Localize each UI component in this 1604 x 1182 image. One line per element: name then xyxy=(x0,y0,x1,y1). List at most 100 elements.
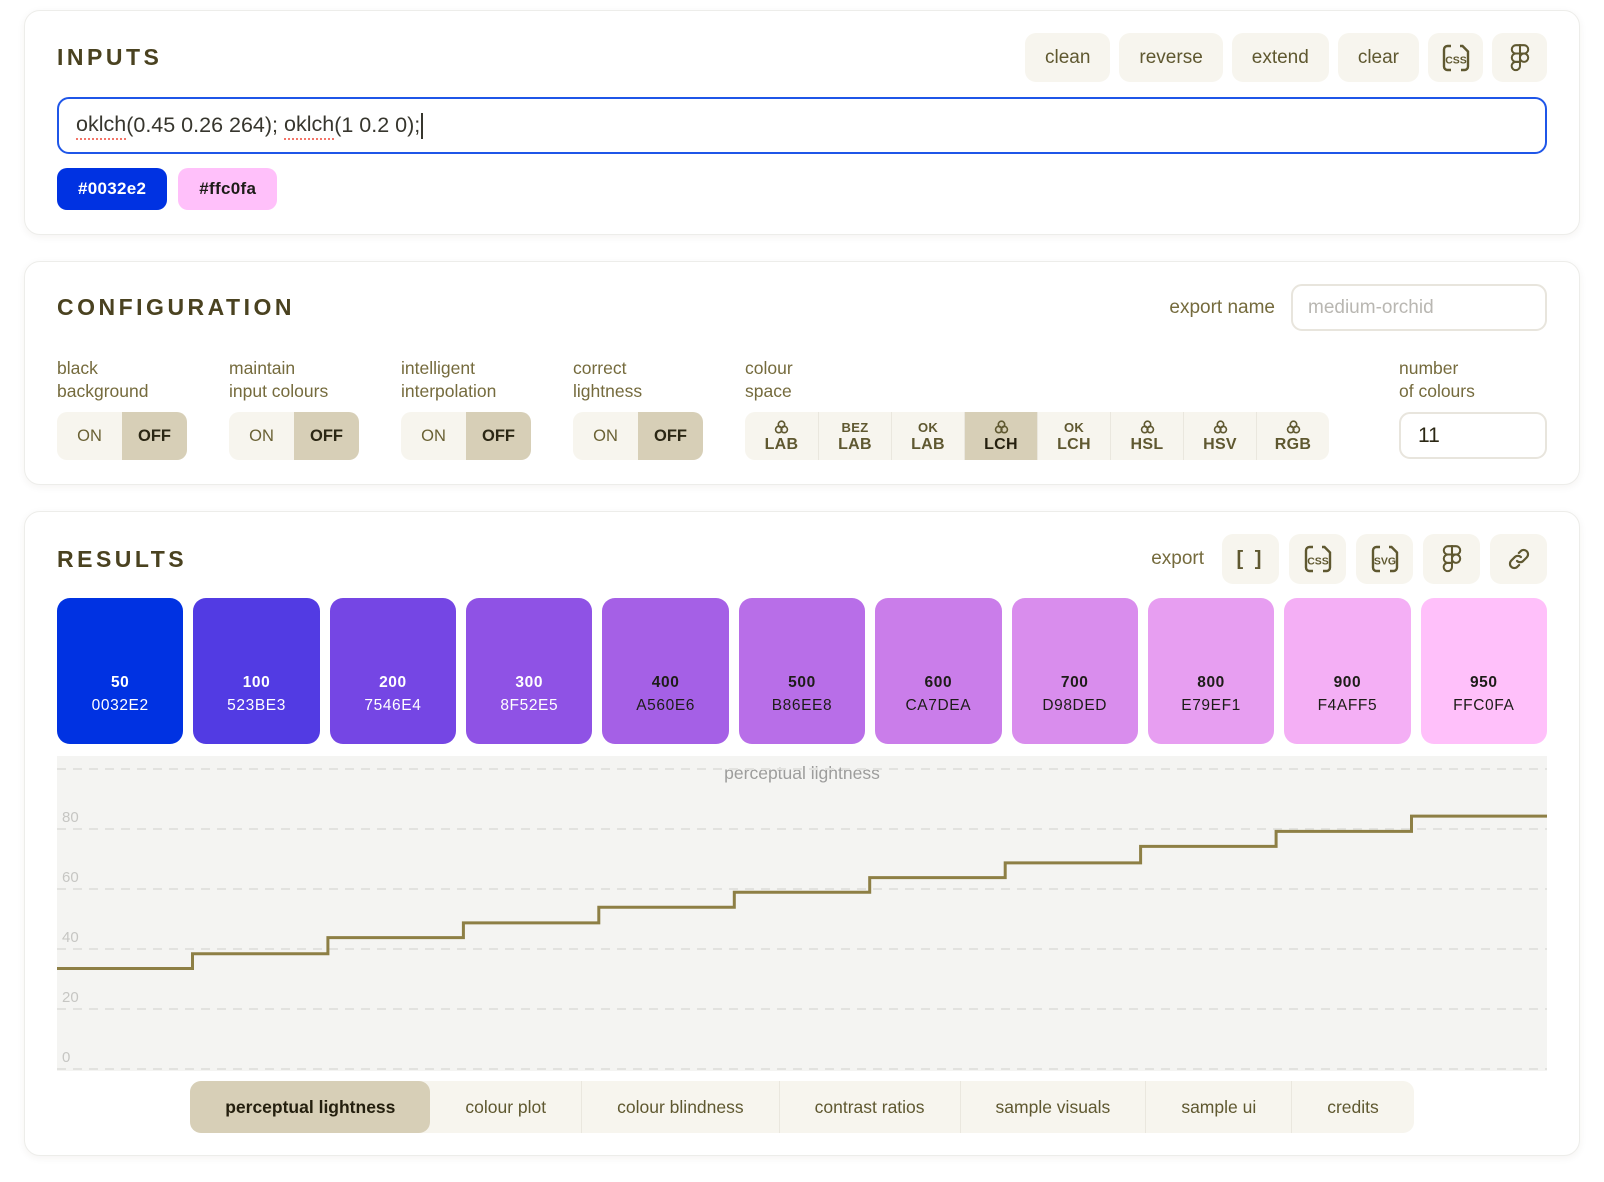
figma-import-button[interactable] xyxy=(1492,33,1547,82)
brackets-icon: [ ] xyxy=(1236,547,1265,570)
reverse-button[interactable]: reverse xyxy=(1119,33,1223,82)
colour-space-icon xyxy=(1286,420,1300,434)
swatch-50[interactable]: 50 0032E2 xyxy=(57,598,184,745)
swatch-hex-label: F4AFF5 xyxy=(1317,697,1378,715)
swatch-800[interactable]: 800 E79EF1 xyxy=(1147,598,1275,745)
extend-button[interactable]: extend xyxy=(1231,33,1329,82)
colour-space-option-bez-lab[interactable]: BEZ LAB xyxy=(818,412,891,461)
tab-sample-ui[interactable]: sample ui xyxy=(1145,1081,1291,1134)
swatch-300[interactable]: 300 8F52E5 xyxy=(466,598,593,745)
css-export-button[interactable]: CSS xyxy=(1289,534,1346,585)
lightness-step-line xyxy=(57,814,1547,971)
color-chip[interactable]: #0032e2 xyxy=(57,168,168,210)
number-of-colours-label: number of colours xyxy=(1399,358,1475,402)
swatch-step-label: 600 xyxy=(924,674,953,692)
input-colour-chips: #0032e2 #ffc0fa xyxy=(57,168,1547,210)
results-title: RESULTS xyxy=(57,545,188,572)
export-name-group: export name xyxy=(1169,284,1547,331)
colour-space-icon xyxy=(1140,420,1154,434)
text-caret xyxy=(421,112,424,139)
tab-perceptual-lightness[interactable]: perceptual lightness xyxy=(190,1081,431,1134)
swatch-hex-label: 0032E2 xyxy=(91,697,149,715)
tab-contrast-ratios[interactable]: contrast ratios xyxy=(778,1081,960,1134)
colour-space-option-lch[interactable]: LCH xyxy=(964,412,1037,461)
inputs-toolbar: clean reverse extend clear CSS xyxy=(1024,33,1547,82)
colour-space-option-ok-lch[interactable]: OK LCH xyxy=(1037,412,1110,461)
figma-icon xyxy=(1442,545,1461,573)
y-axis-tick-80: 80 xyxy=(62,809,79,826)
toggle-maintain-input-colours: ON OFF xyxy=(229,412,359,461)
export-name-input[interactable] xyxy=(1291,284,1547,331)
swatch-600[interactable]: 600 CA7DEA xyxy=(875,598,1002,745)
toggle-group-correct-lightness: correct lightness ON OFF xyxy=(573,357,703,461)
toggle-on-intelligent-interpolation[interactable]: ON xyxy=(401,412,466,461)
swatch-step-label: 500 xyxy=(788,674,816,692)
swatch-700[interactable]: 700 D98DED xyxy=(1011,598,1138,745)
swatch-step-label: 100 xyxy=(242,674,271,692)
swatch-step-label: 950 xyxy=(1469,674,1498,692)
misspelled-token: oklch xyxy=(76,112,127,140)
swatch-step-label: 900 xyxy=(1333,674,1362,692)
toggle-off-correct-lightness[interactable]: OFF xyxy=(638,412,703,461)
colour-space-option-lab[interactable]: LAB xyxy=(745,412,818,461)
swatch-step-label: 300 xyxy=(515,674,544,692)
swatch-hex-label: B86EE8 xyxy=(771,697,833,715)
toggle-on-correct-lightness[interactable]: ON xyxy=(573,412,638,461)
clear-button[interactable]: clear xyxy=(1337,33,1419,82)
colour-space-option-rgb[interactable]: RGB xyxy=(1256,412,1329,461)
svg-text:SVG: SVG xyxy=(1373,556,1395,568)
tab-colour-plot[interactable]: colour plot xyxy=(465,1096,547,1117)
swatch-step-label: 800 xyxy=(1197,674,1225,692)
tab-credits[interactable]: credits xyxy=(1291,1081,1414,1134)
colour-count-input[interactable] xyxy=(1399,412,1547,460)
colour-space-label: colour space xyxy=(745,358,793,402)
link-export-button[interactable] xyxy=(1490,534,1547,585)
clean-button[interactable]: clean xyxy=(1024,33,1111,82)
toggle-on-black-background[interactable]: ON xyxy=(57,412,122,461)
results-tabs-row: perceptual lightness colour plot colour bl… xyxy=(57,1081,1547,1134)
figma-export-button[interactable] xyxy=(1423,534,1480,585)
swatch-100[interactable]: 100 523BE3 xyxy=(193,598,320,745)
svg-export-button[interactable]: SVG xyxy=(1356,534,1413,585)
colour-space-option-hsl[interactable]: HSL xyxy=(1110,412,1183,461)
tab-sample-visuals[interactable]: sample visuals xyxy=(959,1081,1146,1134)
toggle-label-maintain-input-colours: maintain input colours xyxy=(229,358,329,402)
colour-space-options: LAB BEZ LAB OK LAB LCH OK LCH HSL HSV RGB xyxy=(745,412,1329,461)
swatch-400[interactable]: 400 A560E6 xyxy=(602,598,729,745)
misspelled-token: oklch xyxy=(283,112,335,140)
swatch-500[interactable]: 500 B86EE8 xyxy=(738,598,866,745)
results-tabs: perceptual lightness colour plot colour bl… xyxy=(190,1081,1414,1134)
swatch-950[interactable]: 950 FFC0FA xyxy=(1420,598,1547,745)
swatch-step-label: 400 xyxy=(651,674,680,692)
toggle-off-intelligent-interpolation[interactable]: OFF xyxy=(466,412,531,461)
colour-space-option-hsv[interactable]: HSV xyxy=(1183,412,1256,461)
toggle-group-black-background: black background ON OFF xyxy=(57,357,187,461)
colour-space-name: RGB xyxy=(1274,435,1312,453)
css-file-icon: CSS xyxy=(1442,44,1469,71)
y-axis-tick-60: 60 xyxy=(62,869,79,886)
figma-icon xyxy=(1510,43,1529,71)
color-chip[interactable]: #ffc0fa xyxy=(178,168,278,210)
tab-colour-blindness[interactable]: colour blindness xyxy=(581,1081,778,1134)
swatch-200[interactable]: 200 7546E4 xyxy=(329,598,457,745)
toggle-off-black-background[interactable]: OFF xyxy=(122,412,187,461)
toggle-label-black-background: black background xyxy=(57,358,149,402)
colour-space-icon-slot xyxy=(773,419,790,436)
toggle-black-background: ON OFF xyxy=(57,412,187,461)
swatch-hex-label: E79EF1 xyxy=(1181,697,1241,715)
swatch-step-label: 50 xyxy=(110,674,130,692)
colour-space-icon xyxy=(994,420,1008,434)
svg-text:CSS: CSS xyxy=(1307,556,1329,568)
toggle-on-maintain-input-colours[interactable]: ON xyxy=(229,412,294,461)
colour-space-option-ok-lab[interactable]: OK LAB xyxy=(891,412,964,461)
colour-space-icon-slot xyxy=(1285,419,1302,436)
css-import-button[interactable]: CSS xyxy=(1428,33,1483,82)
inputs-card: INPUTS clean reverse extend clear CSS xyxy=(24,10,1580,235)
toggle-off-maintain-input-colours[interactable]: OFF xyxy=(294,412,359,461)
swatch-900[interactable]: 900 F4AFF5 xyxy=(1284,598,1411,745)
swatch-step-label: 700 xyxy=(1060,674,1089,692)
lightness-chart: perceptual lightness 0 20 40 60 80 xyxy=(57,756,1547,1072)
colour-input[interactable]: oklch (0.45 0.26 264); oklch (1 0.2 0); xyxy=(57,97,1547,154)
json-export-button[interactable]: [ ] xyxy=(1222,534,1279,585)
swatch-hex-label: 8F52E5 xyxy=(500,697,559,715)
